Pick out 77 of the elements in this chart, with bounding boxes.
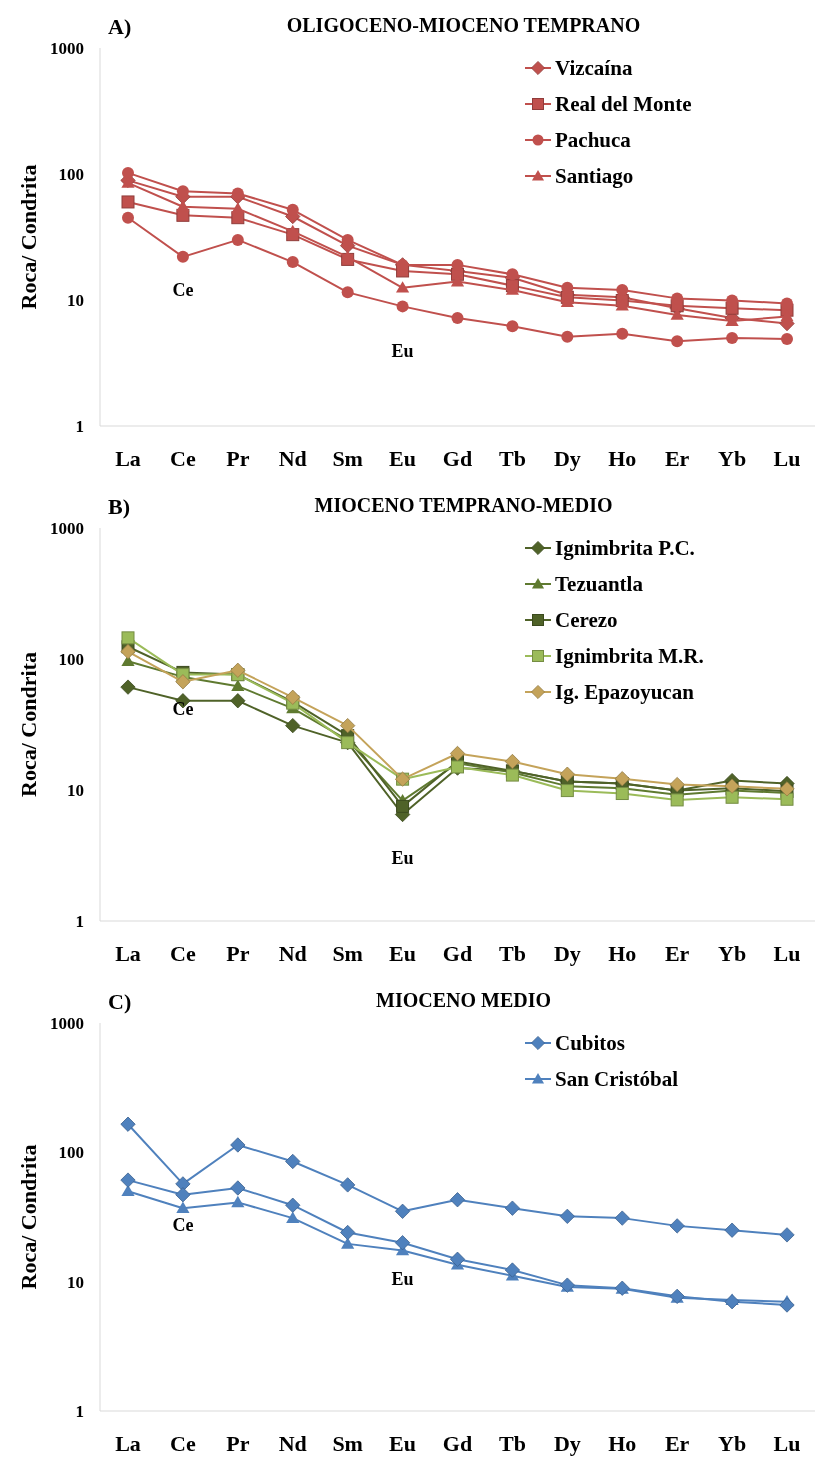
- annotation: Eu: [391, 1269, 414, 1290]
- y-tick-label: 1000: [50, 1013, 84, 1033]
- text: B): [108, 494, 130, 519]
- x-tick-label: Nd: [278, 941, 307, 966]
- annotation: Ce: [172, 699, 194, 720]
- x-tick-label: La: [115, 941, 141, 966]
- x-tick-label: Nd: [278, 446, 307, 471]
- x-tick-label: Eu: [389, 941, 417, 966]
- y-tick-label: 1: [75, 1401, 84, 1421]
- x-tick-label: Dy: [553, 1431, 581, 1456]
- x-tick-label: Er: [664, 446, 690, 471]
- y-tick-label: 10: [67, 1272, 84, 1292]
- x-tick-label: Nd: [278, 1431, 307, 1456]
- text: A): [108, 14, 132, 39]
- x-tick-label: Ho: [608, 941, 637, 966]
- x-tick-label: Sm: [332, 1431, 363, 1456]
- legend-label: Real del Monte: [555, 92, 692, 117]
- x-tick-label: Yb: [718, 941, 747, 966]
- x-tick-label: Lu: [773, 446, 801, 471]
- x-tick-label: Yb: [718, 1431, 747, 1456]
- x-tick-label: Gd: [442, 941, 473, 966]
- legend-label: Ig. Epazoyucan: [555, 680, 695, 705]
- y-axis-title: Roca/ Condrita: [16, 164, 41, 310]
- annotation: Eu: [391, 340, 414, 361]
- x-tick-label: Lu: [773, 1431, 801, 1456]
- legend-label: Vizcaína: [555, 56, 633, 81]
- x-tick-label: Er: [664, 941, 690, 966]
- y-tick-label: 100: [58, 649, 84, 669]
- x-tick-label: Sm: [332, 941, 363, 966]
- legend-label: San Cristóbal: [555, 1067, 679, 1092]
- x-tick-label: Pr: [226, 446, 250, 471]
- x-tick-label: La: [115, 446, 141, 471]
- y-tick-label: 100: [58, 164, 84, 184]
- x-tick-label: Ho: [608, 446, 637, 471]
- annotation: Ce: [172, 280, 194, 301]
- y-tick-label: 10: [67, 780, 84, 800]
- legend-label: Cubitos: [555, 1031, 626, 1056]
- x-tick-label: Tb: [498, 941, 526, 966]
- x-tick-label: Dy: [553, 446, 581, 471]
- x-tick-label: Pr: [226, 1431, 250, 1456]
- y-tick-label: 100: [58, 1143, 84, 1163]
- chart-title: OLIGOCENO-MIOCENO TEMPRANO: [286, 14, 641, 36]
- annotation: Eu: [391, 848, 414, 869]
- annotation: Ce: [172, 1215, 194, 1236]
- x-tick-label: Gd: [442, 446, 473, 471]
- x-tick-label: Tb: [498, 446, 526, 471]
- y-tick-label: 1000: [50, 38, 84, 58]
- legend-label: Ignimbrita M.R.: [555, 644, 704, 669]
- x-tick-label: Eu: [389, 1431, 417, 1456]
- x-tick-label: Ce: [170, 446, 196, 471]
- legend-label: Tezuantla: [555, 572, 644, 597]
- x-tick-label: Dy: [553, 941, 581, 966]
- legend-label: Ignimbrita P.C.: [555, 536, 695, 561]
- legend-label: Cerezo: [555, 608, 618, 633]
- x-tick-label: Sm: [332, 446, 363, 471]
- x-tick-label: La: [115, 1431, 141, 1456]
- x-tick-label: Lu: [773, 941, 801, 966]
- x-tick-label: Pr: [226, 941, 250, 966]
- y-tick-label: 10: [67, 290, 84, 310]
- y-tick-label: 1: [75, 416, 84, 436]
- y-tick-label: 1: [75, 911, 84, 931]
- x-tick-label: Tb: [498, 1431, 526, 1456]
- x-tick-label: Gd: [442, 1431, 473, 1456]
- x-tick-label: Ce: [170, 941, 196, 966]
- y-tick-label: 1000: [50, 518, 84, 538]
- x-tick-label: Eu: [389, 446, 417, 471]
- y-axis-title: Roca/ Condrita: [16, 652, 41, 797]
- x-tick-label: Ho: [608, 1431, 637, 1456]
- chart-title: MIOCENO MEDIO: [376, 989, 551, 1011]
- legend-label: Pachuca: [555, 128, 632, 153]
- legend-label: Santiago: [555, 164, 634, 189]
- x-tick-label: Ce: [170, 1431, 196, 1456]
- x-tick-label: Yb: [718, 446, 747, 471]
- text: C): [108, 989, 132, 1014]
- x-tick-label: Er: [664, 1431, 690, 1456]
- chart-title: MIOCENO TEMPRANO-MEDIO: [314, 494, 613, 516]
- y-axis-title: Roca/ Condrita: [16, 1144, 41, 1290]
